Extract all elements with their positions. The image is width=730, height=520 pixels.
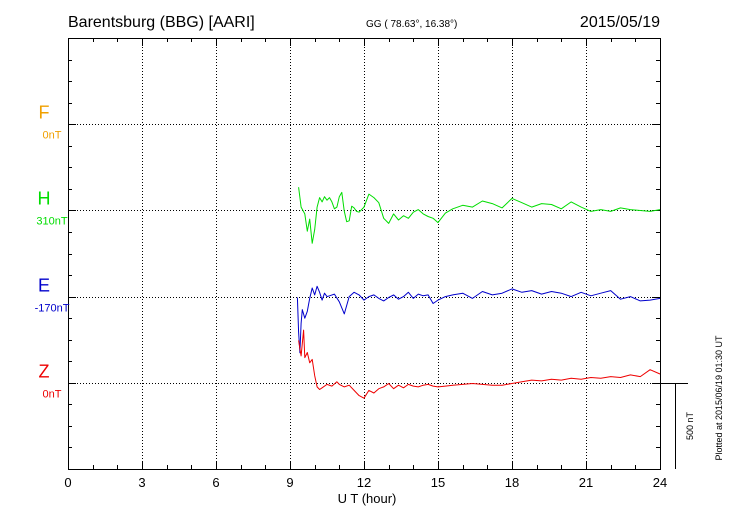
component-name-f: F bbox=[39, 103, 50, 123]
component-name-e: E bbox=[38, 276, 50, 296]
component-name-z: Z bbox=[39, 362, 50, 382]
component-baseline-f: 0nT bbox=[43, 130, 62, 142]
component-baseline-h: 310nT bbox=[36, 216, 67, 228]
coordinates-label: GG ( 78.63°, 16.38°) bbox=[366, 19, 457, 30]
x-tick-15: 15 bbox=[431, 475, 445, 490]
x-tick-3: 3 bbox=[138, 475, 145, 490]
series-line-z bbox=[298, 329, 661, 399]
x-tick-12: 12 bbox=[357, 475, 371, 490]
scale-bar-label: 500 nT bbox=[685, 411, 695, 440]
x-tick-21: 21 bbox=[579, 475, 593, 490]
plotted-timestamp: Plotted at 2015/06/19 01:30 UT bbox=[714, 335, 724, 461]
x-tick-0: 0 bbox=[64, 475, 71, 490]
component-name-h: H bbox=[38, 189, 51, 209]
x-tick-9: 9 bbox=[286, 475, 293, 490]
date-label: 2015/05/19 bbox=[580, 14, 660, 31]
x-tick-labels: 0 3 6 9 12 15 18 21 24 bbox=[64, 475, 667, 490]
x-tick-24: 24 bbox=[653, 475, 667, 490]
station-title: Barentsburg (BBG) [AARI] bbox=[68, 14, 255, 31]
frame-ticks bbox=[68, 38, 661, 470]
grid-lines bbox=[68, 38, 660, 469]
component-baseline-z: 0nT bbox=[43, 389, 62, 401]
series-line-e bbox=[296, 285, 661, 354]
scale-bar: 500 nT bbox=[660, 383, 695, 469]
x-tick-6: 6 bbox=[212, 475, 219, 490]
x-axis-label: U T (hour) bbox=[338, 491, 397, 506]
series-lines bbox=[296, 187, 661, 399]
component-baseline-e: -170nT bbox=[35, 303, 70, 315]
series-line-h bbox=[298, 187, 661, 244]
component-labels: F 0nT H 310nT E -170nT Z 0nT bbox=[35, 103, 70, 401]
x-tick-18: 18 bbox=[505, 475, 519, 490]
